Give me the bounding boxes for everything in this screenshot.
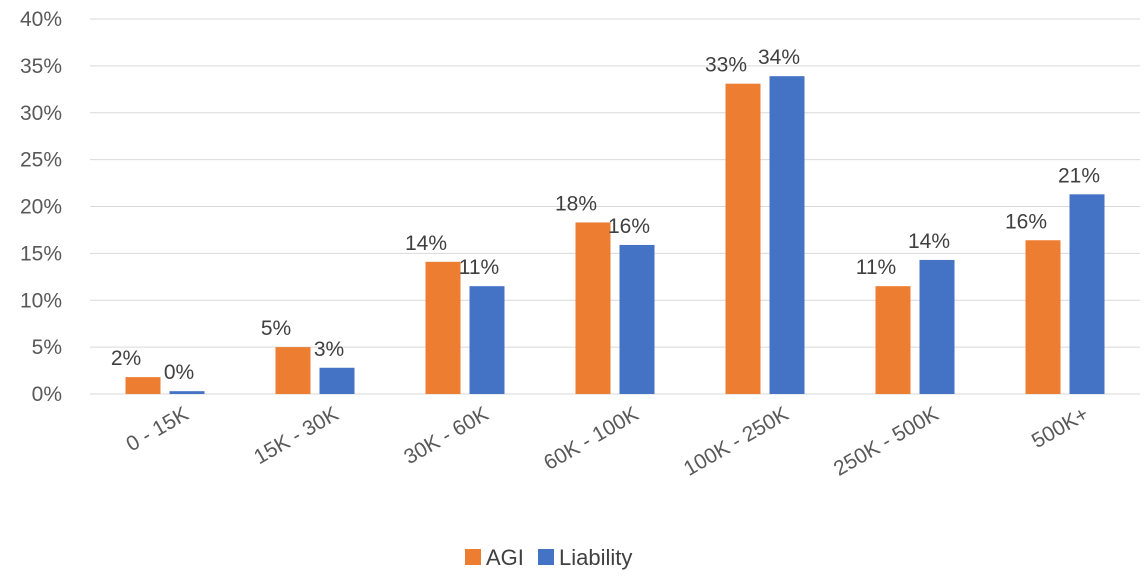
legend-label: AGI	[486, 545, 524, 570]
data-label-agi-6: 16%	[1005, 210, 1047, 233]
x-tick-label: 60K - 100K	[540, 402, 643, 474]
data-label-liability-4: 34%	[758, 46, 800, 69]
data-label-agi-2: 14%	[405, 232, 447, 255]
bar-agi-0	[125, 377, 161, 394]
bar-agi-5	[875, 286, 911, 394]
x-tick-label: 500K+	[1028, 402, 1093, 453]
x-tick-label: 30K - 60K	[400, 402, 492, 469]
y-tick-label: 15%	[20, 242, 62, 265]
y-tick-label: 30%	[20, 102, 62, 125]
bar-agi-1	[275, 347, 311, 394]
bar-agi-4	[725, 83, 761, 394]
bars	[125, 76, 1105, 394]
data-labels: 2% 0% 5% 3% 14% 11% 18% 16% 33% 34% 11% 14% 16% 21%	[111, 46, 1100, 384]
bar-liability-4	[769, 76, 805, 394]
data-label-liability-5: 14%	[908, 230, 950, 253]
bar-liability-0	[169, 391, 205, 394]
data-label-agi-4: 33%	[705, 54, 747, 77]
data-label-liability-6: 21%	[1058, 164, 1100, 187]
data-label-agi-0: 2%	[111, 347, 141, 370]
y-axis-tick-labels: 0% 5% 10% 15% 20% 25% 30% 35% 40%	[20, 8, 62, 406]
legend: AGI Liability	[465, 545, 632, 570]
x-axis-tick-labels: 0 - 15K 15K - 30K 30K - 60K 60K - 100K 100K …	[122, 402, 1092, 480]
gridlines	[90, 18, 1140, 395]
data-label-liability-1: 3%	[314, 338, 344, 361]
y-tick-label: 0%	[32, 383, 62, 406]
y-tick-label: 35%	[20, 55, 62, 78]
data-label-liability-0: 0%	[164, 361, 194, 384]
y-tick-label: 25%	[20, 149, 62, 172]
legend-swatch	[465, 549, 481, 565]
legend-item-liability: Liability	[538, 545, 632, 570]
x-tick-label: 0 - 15K	[122, 402, 192, 456]
bar-liability-3	[619, 244, 655, 394]
x-tick-label: 15K - 30K	[250, 402, 342, 469]
data-label-liability-2: 11%	[459, 256, 499, 279]
x-tick-label: 100K - 250K	[680, 402, 793, 480]
x-tick-label: 250K - 500K	[830, 402, 943, 480]
bar-agi-6	[1025, 240, 1061, 394]
data-label-agi-5: 11%	[856, 256, 896, 279]
y-tick-label: 20%	[20, 196, 62, 219]
y-tick-label: 10%	[20, 289, 62, 312]
bar-agi-2	[425, 261, 461, 394]
bar-liability-2	[469, 286, 505, 394]
bar-agi-3	[575, 222, 611, 394]
bar-liability-5	[919, 259, 955, 394]
data-label-agi-1: 5%	[261, 317, 291, 340]
y-tick-label: 40%	[20, 8, 62, 31]
bar-liability-6	[1069, 194, 1105, 394]
legend-swatch	[538, 549, 554, 565]
bar-liability-1	[319, 367, 355, 394]
data-label-liability-3: 16%	[608, 215, 650, 238]
legend-item-agi: AGI	[465, 545, 524, 570]
y-tick-label: 5%	[32, 336, 62, 359]
legend-label: Liability	[559, 545, 632, 570]
data-label-agi-3: 18%	[555, 192, 597, 215]
